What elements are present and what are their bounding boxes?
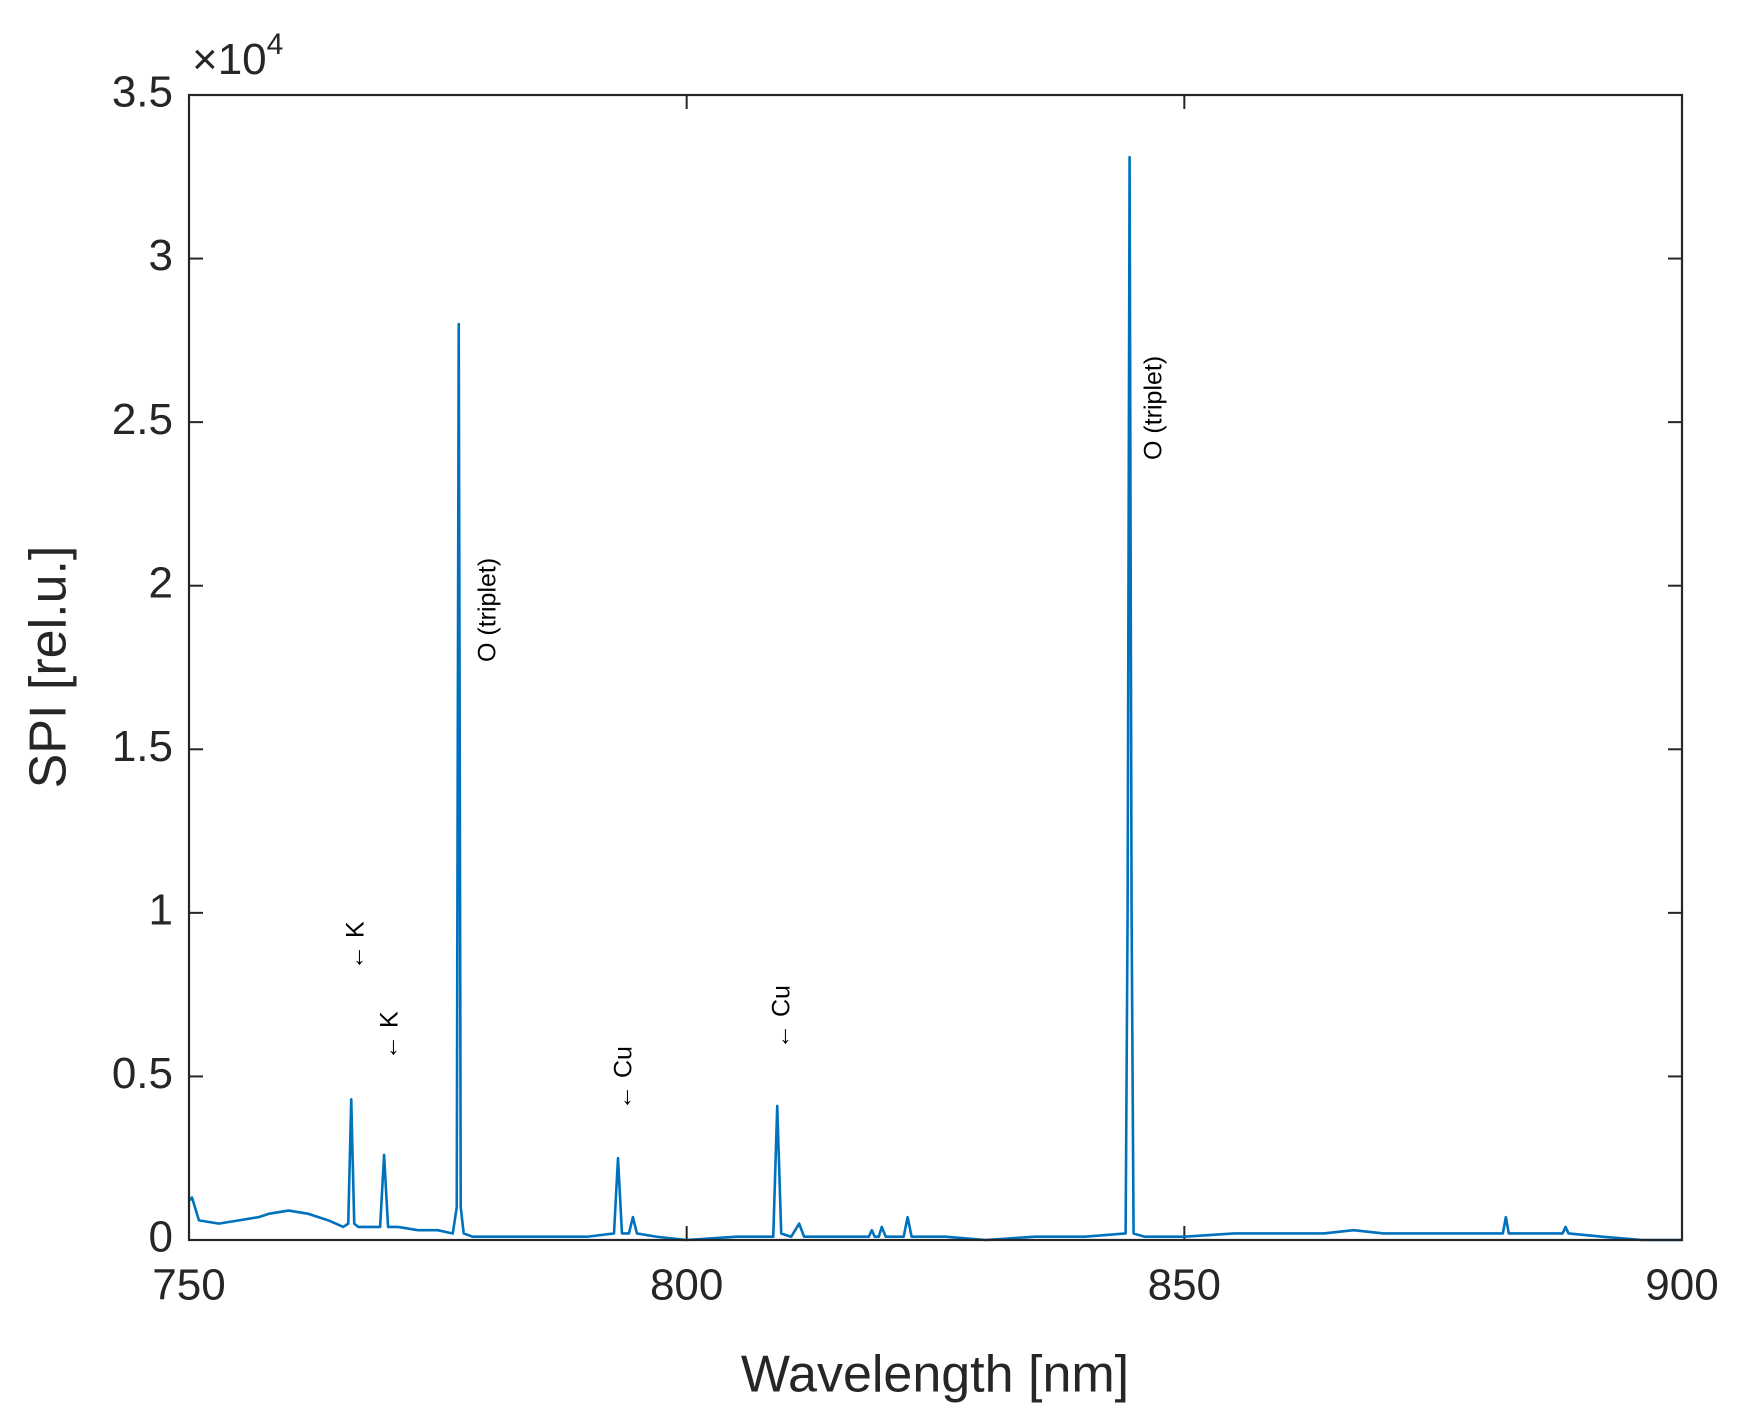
- peak-annotation: O (triplet): [474, 558, 502, 662]
- x-tick-label: 800: [650, 1261, 723, 1310]
- peak-annotation: ← Cu: [610, 1046, 638, 1110]
- x-axis-label: Wavelength [nm]: [741, 1346, 1129, 1404]
- peak-annotation: ← Cu: [768, 985, 796, 1049]
- y-tick-label: 1.5: [112, 722, 173, 771]
- x-tick-label: 750: [152, 1261, 225, 1310]
- y-multiplier: ×104: [192, 28, 283, 84]
- y-axis-label: SPI [rel.u.]: [20, 546, 78, 789]
- y-tick-label: 1: [149, 885, 173, 934]
- axes-box: [187, 93, 1684, 1242]
- y-tick-label: 0.5: [112, 1049, 173, 1098]
- y-tick-label: 3: [149, 231, 173, 280]
- x-tick-label: 850: [1148, 1261, 1221, 1310]
- spectrum-line: [188, 155, 1682, 1242]
- multiplier-exponent: 4: [267, 28, 284, 61]
- y-tick-label: 2: [149, 558, 173, 607]
- y-tick-label: 2.5: [112, 395, 173, 444]
- peak-annotation: ← K: [342, 921, 370, 970]
- y-tick-label: 3.5: [112, 68, 173, 117]
- x-tick-label: 900: [1645, 1261, 1718, 1310]
- multiplier-base: ×10: [192, 35, 267, 84]
- peak-annotation: O (triplet): [1140, 356, 1168, 460]
- peak-annotation: ← K: [376, 1011, 404, 1060]
- y-tick-label: 0: [149, 1213, 173, 1262]
